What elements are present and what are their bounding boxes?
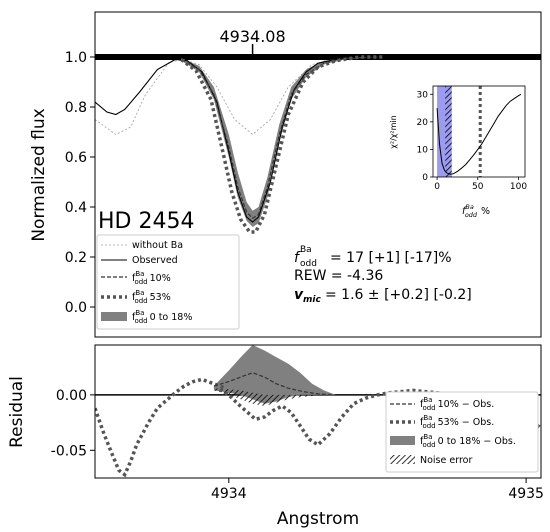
legend-label-frange: fBa odd 0 to 18% — [132, 309, 192, 325]
main-ytick-label: 0.2 — [65, 250, 87, 266]
residual-ytick-label: -0.05 — [51, 443, 87, 459]
main-ytick-label: 0.0 — [65, 300, 87, 316]
inset-ylabel: χ²/χ²min — [389, 115, 398, 148]
legend-label-f53: fBa odd 53% — [132, 289, 171, 305]
main-frame — [94, 11, 542, 338]
inset-chi2-curve — [436, 93, 522, 175]
residual-ytick-label: 0.00 — [56, 388, 87, 404]
residual-xtick-label: 4935 — [508, 486, 544, 502]
residual-legend: fBa odd 10% − Obs. fBa odd 53% − Obs. fBa odd… — [385, 391, 539, 473]
f-odd-value: = 17 [+1] [-17]% — [330, 250, 452, 266]
inset-frame — [432, 85, 526, 178]
main-series-f-53- — [180, 55, 384, 234]
inset-ytick-label: 10 — [417, 145, 429, 155]
res-series-f-0-to-18-obs- — [213, 345, 336, 404]
res-series-obs-noise-dots — [95, 377, 227, 478]
f-odd-symbol: f — [294, 250, 301, 266]
res-legend-label-frange: fBa odd 0 to 18% − Obs. — [420, 433, 516, 449]
legend-swatch-frange — [101, 312, 127, 321]
inset-chart: 0 50 100 0 10 20 30 χ²/χ²min fBa odd% — [389, 85, 527, 219]
main-panel: 0.0 0.2 0.4 0.6 0.8 1.0 Normalized flux 4934.… — [29, 11, 542, 338]
residual-xtick-label: 4934 — [211, 486, 247, 502]
inset-ytick-label: 30 — [417, 90, 429, 100]
residual-ylabel: Residual — [7, 376, 27, 448]
inset-xtick-label: 50 — [472, 182, 484, 192]
residual-xlabel: Angstrom — [277, 509, 359, 529]
main-ytick-label: 0.4 — [65, 200, 87, 216]
vmic-value: = 1.6 ± [+0.2] [-0.2] — [325, 287, 472, 303]
legend-label-observed: Observed — [132, 255, 178, 266]
inset-ytick-label: 0 — [422, 173, 428, 183]
star-label: HD 2454 — [98, 209, 194, 234]
main-series-f-0-to-18- — [181, 57, 378, 227]
rew-value: REW = -4.36 — [294, 268, 383, 284]
inset-hatched-range — [445, 86, 452, 177]
res-legend-label-f53: fBa odd 53% − Obs. — [420, 414, 494, 430]
res-series-f-10-obs- — [213, 372, 333, 396]
res-legend-label-f10: fBa odd 10% − Obs. — [420, 396, 494, 412]
main-legend: without Ba Observed fBa odd 10% fBa odd 53% … — [96, 234, 240, 330]
main-legend-box — [96, 234, 240, 330]
line-marker-label: 4934.08 — [220, 27, 286, 46]
main-ytick-label: 1.0 — [65, 50, 87, 66]
main-series-f-10- — [180, 56, 378, 220]
inset-xlabel-symbol: fBa odd% — [462, 203, 490, 219]
residual-legend-box — [385, 391, 539, 473]
main-ytick-label: 0.8 — [65, 100, 87, 116]
vmic-symbol: v — [294, 287, 304, 303]
inset-xtick-label: 100 — [510, 182, 527, 192]
f-odd-subscript: odd — [300, 259, 317, 269]
main-ylabel: Normalized flux — [29, 108, 49, 241]
main-ytick-label: 0.6 — [65, 150, 87, 166]
f-odd-superscript: Ba — [300, 245, 312, 255]
residual-frame — [94, 344, 542, 479]
legend-label-f10: fBa odd 10% — [132, 270, 171, 286]
res-series-noise-error — [213, 388, 324, 406]
inset-xtick-label: 0 — [434, 182, 440, 192]
res-legend-swatch-noise — [390, 455, 415, 464]
residual-panel: -0.05 0.00 4934 4935 Residual Angstrom fBa o… — [7, 344, 544, 529]
legend-label-without-ba: without Ba — [132, 240, 183, 251]
fit-annotations: f Ba odd = 17 [+1] [-17]% REW = -4.36 v … — [294, 245, 472, 305]
res-legend-swatch-frange — [390, 436, 415, 445]
inset-ytick-label: 20 — [417, 118, 429, 128]
res-legend-label-noise: Noise error — [420, 455, 472, 466]
vmic-subscript: mic — [303, 295, 321, 305]
